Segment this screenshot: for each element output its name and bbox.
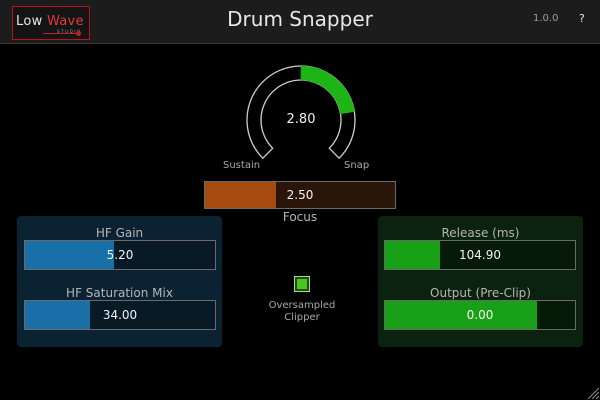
hf-gain-value: 5.20	[106, 248, 134, 262]
logo-dot	[76, 31, 81, 36]
hf-gain-slider[interactable]: 5.20	[24, 240, 216, 270]
logo-word-2: Wave	[46, 14, 84, 29]
oversampled-clipper-label-line-2: Clipper	[284, 312, 320, 323]
oversampled-clipper-label-line-1: Oversampled	[268, 300, 336, 311]
resize-grip-icon[interactable]	[586, 386, 600, 400]
output-label: Output (Pre-Clip)	[430, 286, 531, 300]
hf-saturation-mix-slider[interactable]: 34.00	[24, 300, 216, 330]
release-value: 104.90	[459, 248, 501, 262]
oversampled-clipper-label: Oversampled Clipper	[252, 300, 352, 324]
plugin-title: Drum Snapper	[227, 7, 373, 31]
help-button[interactable]: ?	[579, 12, 585, 25]
knob-track	[246, 65, 356, 160]
focus-slider[interactable]: 2.50	[204, 181, 396, 209]
checkbox-check-mark	[297, 279, 307, 289]
release-label: Release (ms)	[441, 226, 520, 240]
release-slider[interactable]: 104.90	[384, 240, 576, 270]
hf-gain-slider-fill	[25, 241, 115, 269]
snap-knob[interactable]	[245, 64, 357, 176]
output-slider-fill	[385, 301, 537, 329]
logo-underline	[43, 33, 77, 34]
logo-subtitle: STUDIO	[57, 29, 82, 34]
focus-label: Focus	[282, 210, 318, 224]
logo-word-1: Low	[16, 14, 43, 29]
focus-slider-fill	[205, 182, 277, 208]
focus-value: 2.50	[286, 188, 314, 202]
hf-gain-label: HF Gain	[95, 226, 144, 240]
knob-max-label: Snap	[344, 160, 370, 171]
output-slider[interactable]: 0.00	[384, 300, 576, 330]
hf-saturation-mix-slider-fill	[25, 301, 90, 329]
release-slider-fill	[385, 241, 441, 269]
header-bar: Low Wave STUDIO Drum Snapper 1.0.0 ?	[0, 0, 600, 44]
knob-min-label: Sustain	[223, 160, 261, 171]
hf-saturation-mix-label: HF Saturation Mix	[66, 286, 173, 300]
output-value: 0.00	[466, 308, 494, 322]
version-label: 1.0.0	[533, 13, 559, 24]
knob-value: 2.80	[286, 112, 316, 127]
oversampled-clipper-checkbox[interactable]	[294, 276, 310, 292]
hf-saturation-mix-value: 34.00	[102, 308, 138, 322]
low-wave-logo: Low Wave STUDIO	[12, 6, 90, 40]
knob-fill	[300, 65, 355, 115]
